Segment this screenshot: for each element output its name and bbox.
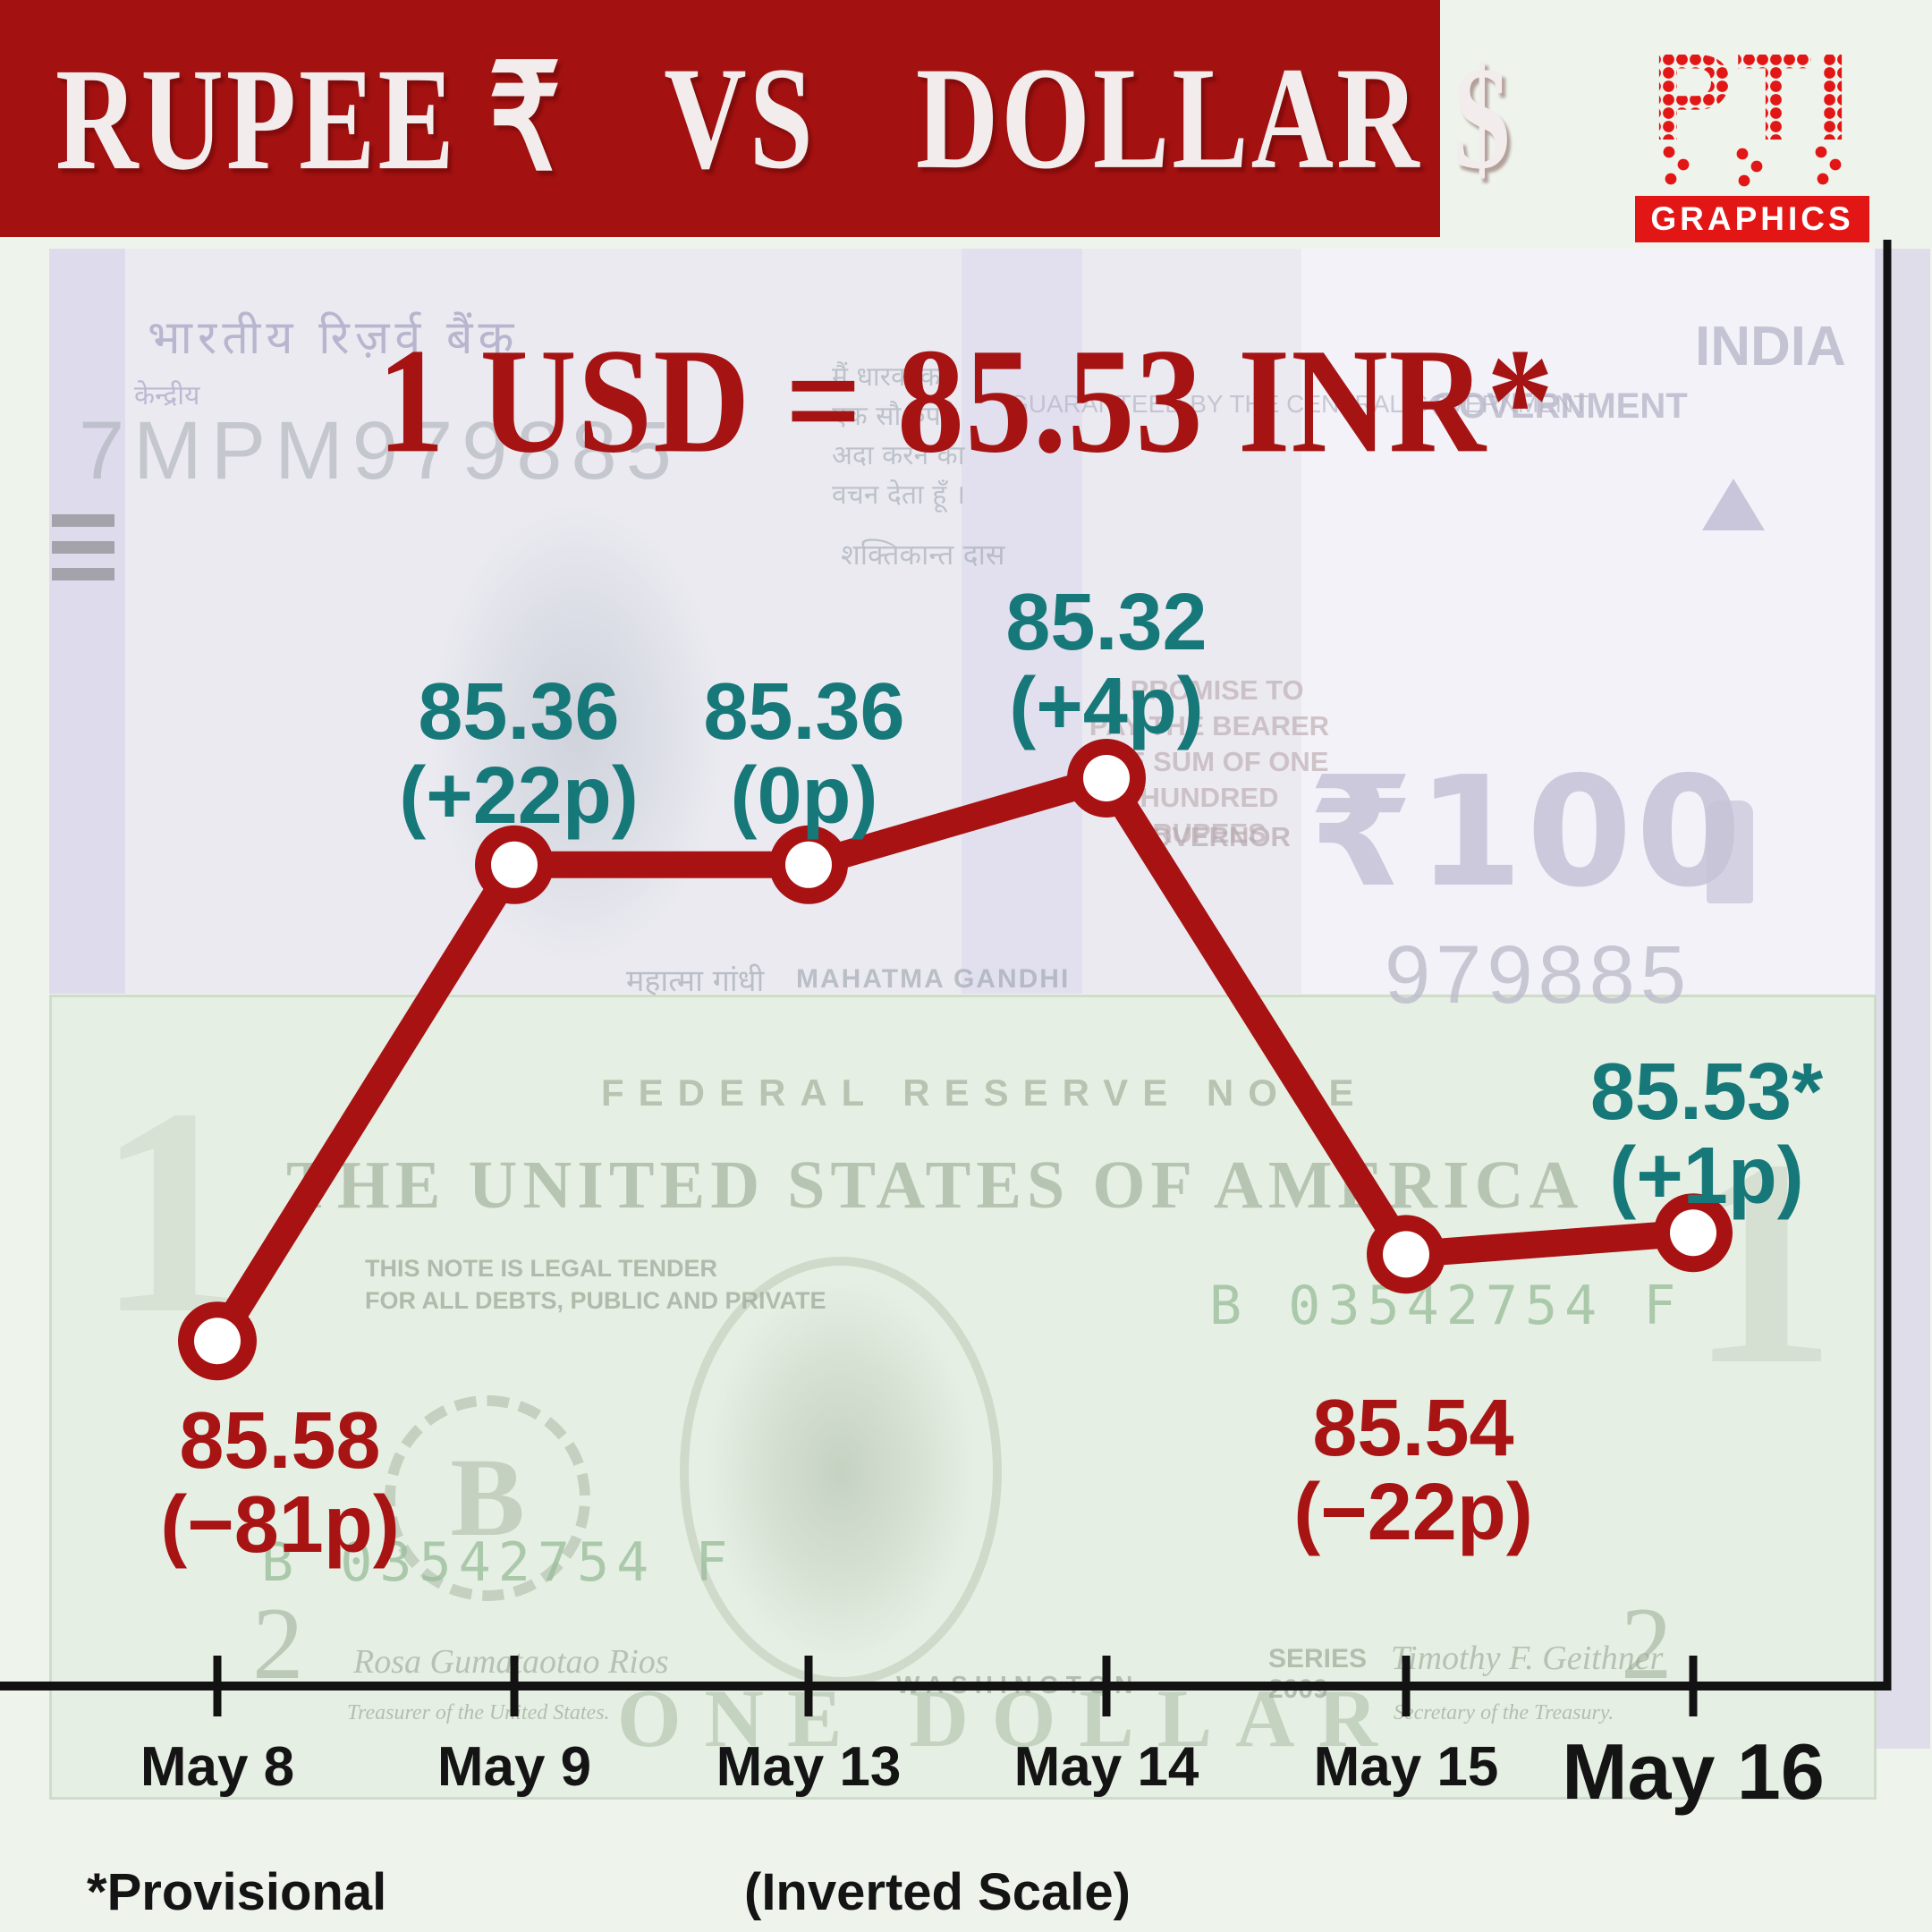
pti-logo: PTI GRAPHICS bbox=[1635, 29, 1869, 242]
svg-text:PTI: PTI bbox=[1651, 39, 1854, 166]
rupee-note-right-panel bbox=[1301, 249, 1877, 994]
axis-label-May-14: May 14 bbox=[1013, 1736, 1199, 1798]
point-value: 85.36 bbox=[418, 666, 620, 757]
watermark-gandhi-english: MAHATMA GANDHI bbox=[796, 964, 1071, 994]
watermark-india: INDIA bbox=[1695, 316, 1846, 377]
banner-title-rupee: RUPEE ₹ bbox=[55, 38, 564, 201]
note-edge-bar bbox=[52, 541, 114, 554]
point-label-May-14: 85.32 (+4p) bbox=[901, 580, 1312, 749]
exchange-rate-line bbox=[206, 765, 1695, 1349]
note-edge-bar bbox=[52, 568, 114, 580]
watermark-government: GOVERNMENT bbox=[1431, 386, 1688, 426]
point-change: (+1p) bbox=[1609, 1131, 1804, 1222]
point-value: 85.36 bbox=[703, 666, 905, 757]
pti-graphics-badge: GRAPHICS bbox=[1635, 196, 1869, 242]
watermark-promise-hindi: मैं धारक को एक सौ रुपये अदा करने का वचन … bbox=[832, 361, 966, 511]
pti-graphics-label: GRAPHICS bbox=[1650, 200, 1854, 237]
axis-label-May-9: May 9 bbox=[436, 1736, 592, 1798]
data-point-center-May 13 bbox=[785, 841, 832, 888]
watermark-two-left: 2 bbox=[252, 1587, 304, 1700]
point-change: (+22p) bbox=[399, 750, 639, 841]
footnote-provisional: *Provisional bbox=[87, 1863, 387, 1921]
point-value: 85.32 bbox=[1005, 578, 1208, 667]
point-label-May-13: 85.36 (0p) bbox=[598, 670, 1010, 838]
point-value: 85.53* bbox=[1589, 1047, 1824, 1138]
point-label-May-15: 85.54 (−22p) bbox=[1208, 1386, 1619, 1555]
data-point-center-May 8 bbox=[194, 1318, 241, 1365]
axis-label-May-15: May 15 bbox=[1313, 1736, 1499, 1798]
watermark-legal-tender: THIS NOTE IS LEGAL TENDER FOR ALL DEBTS,… bbox=[365, 1255, 826, 1314]
exchange-rate-headline: 1 USD = 85.53 INR* bbox=[377, 318, 1555, 485]
note-arrow-mark bbox=[1702, 479, 1765, 530]
axis-label-May-8: May 8 bbox=[140, 1736, 295, 1798]
point-label-May-16: 85.53* (+1p) bbox=[1501, 1050, 1912, 1218]
note-edge-bar bbox=[52, 514, 114, 527]
watermark-series: SERIES 2009 bbox=[1268, 1644, 1368, 1704]
watermark-guaranteed: GUARANTEED BY THE CENTRAL GOVERNMENT bbox=[1009, 390, 1589, 418]
point-change: (−81p) bbox=[160, 1480, 400, 1571]
axis-label-May-16: May 16 bbox=[1562, 1727, 1825, 1816]
point-change: (0p) bbox=[730, 750, 878, 841]
watermark-gandhi-hindi: महात्मा गांधी bbox=[626, 963, 765, 999]
rupee-note-left-strip bbox=[49, 249, 125, 994]
watermark-serial-top: 7MPM979885 bbox=[79, 405, 681, 496]
watermark-serial-right: 979885 bbox=[1385, 929, 1691, 1021]
point-change: (+4p) bbox=[1009, 662, 1204, 751]
watermark-rupee-100: ₹100 bbox=[1308, 744, 1746, 921]
watermark-dollar-serial-b: B 03542754 F bbox=[261, 1531, 735, 1594]
title-banner: RUPEE ₹ VS DOLLAR $ bbox=[0, 0, 1511, 237]
watermark-central-hindi: केन्द्रीय bbox=[134, 380, 200, 411]
data-point-center-May 16 bbox=[1670, 1209, 1716, 1257]
data-point-center-May 15 bbox=[1383, 1231, 1429, 1278]
watermark-federal-reserve: FEDERAL RESERVE NOTE bbox=[601, 1072, 1368, 1114]
footnote-inverted-scale: (Inverted Scale) bbox=[744, 1863, 1131, 1921]
axis-label-May-13: May 13 bbox=[716, 1736, 902, 1798]
watermark-two-right: 2 bbox=[1621, 1587, 1673, 1700]
point-value: 85.58 bbox=[179, 1396, 381, 1487]
point-label-May-9: 85.36 (+22p) bbox=[313, 670, 724, 838]
seal-letter: B bbox=[450, 1436, 525, 1560]
point-label-May-8: 85.58 (−81p) bbox=[74, 1399, 486, 1567]
point-change: (−22p) bbox=[1293, 1468, 1533, 1558]
watermark-rbi-hindi: भारतीय रिज़र्व बैंक bbox=[148, 311, 520, 365]
banner-title-vs: VS bbox=[664, 36, 816, 199]
gandhi-portrait bbox=[429, 501, 724, 966]
point-value: 85.54 bbox=[1312, 1384, 1514, 1474]
data-point-center-May 9 bbox=[491, 841, 538, 888]
watermark-dollar-serial-a: B 03542754 F bbox=[1209, 1275, 1683, 1337]
watermark-treasurer: Treasurer of the United States. bbox=[347, 1701, 610, 1724]
banner-title-dollar: DOLLAR $ bbox=[915, 36, 1513, 199]
ashoka-pillar-emblem bbox=[1707, 801, 1753, 903]
rupee-note-security-band bbox=[962, 249, 1082, 994]
data-point-center-May 14 bbox=[1083, 755, 1130, 801]
pti-logo-dots: PTI bbox=[1651, 29, 1854, 187]
watermark-governor-signature: शक्तिकान्त दास bbox=[841, 538, 1005, 572]
watermark-united-states: THE UNITED STATES OF AMERICA bbox=[286, 1148, 1584, 1223]
